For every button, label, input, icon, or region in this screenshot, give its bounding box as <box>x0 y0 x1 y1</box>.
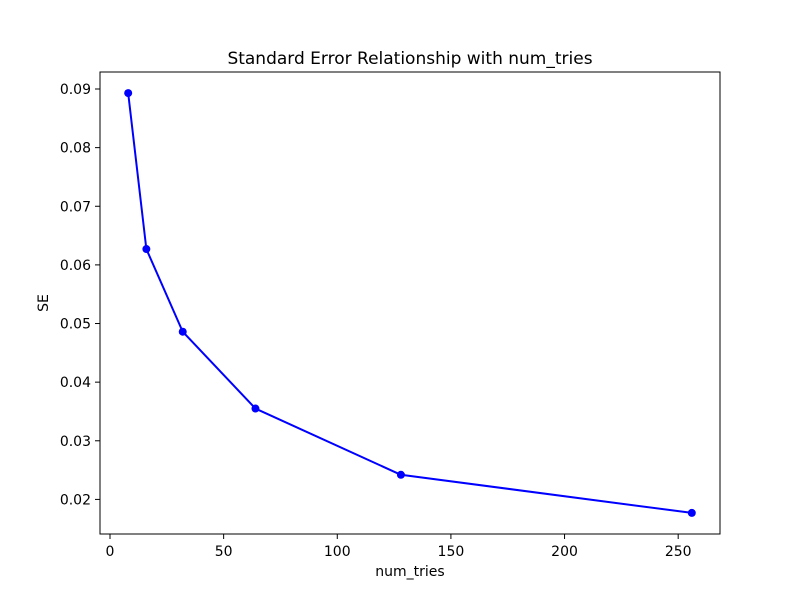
data-line <box>127 92 693 514</box>
y-tick-label: 0.02 <box>60 492 91 508</box>
x-tick-label: 0 <box>106 544 115 560</box>
data-points <box>124 89 696 517</box>
data-point-marker <box>396 470 405 479</box>
y-axis-label: SE <box>36 294 52 312</box>
data-point-marker <box>251 404 260 413</box>
plot-area <box>99 71 721 535</box>
y-tick-label: 0.06 <box>60 258 91 274</box>
x-axis-label: num_tries <box>375 564 444 580</box>
chart-title: Standard Error Relationship with num_tri… <box>227 49 592 69</box>
y-axis: 0.02 0.03 0.04 0.05 0.06 0.07 0.08 0.09 <box>60 82 100 508</box>
y-tick-label: 0.07 <box>60 199 91 215</box>
y-tick-label: 0.05 <box>60 317 91 333</box>
x-tick-label: 250 <box>665 544 692 560</box>
x-tick-label: 100 <box>324 544 351 560</box>
y-tick-label: 0.03 <box>60 434 91 450</box>
x-tick-label: 200 <box>551 544 578 560</box>
y-tick-label: 0.04 <box>60 375 91 391</box>
data-point-marker <box>142 245 151 254</box>
x-axis: 0 50 100 150 200 250 <box>106 534 692 560</box>
data-point-marker <box>124 89 133 98</box>
x-tick-label: 50 <box>215 544 233 560</box>
data-point-marker <box>687 508 696 517</box>
y-tick-label: 0.09 <box>60 82 91 98</box>
y-tick-label: 0.08 <box>60 141 91 157</box>
data-point-marker <box>178 327 187 336</box>
x-tick-label: 150 <box>438 544 465 560</box>
